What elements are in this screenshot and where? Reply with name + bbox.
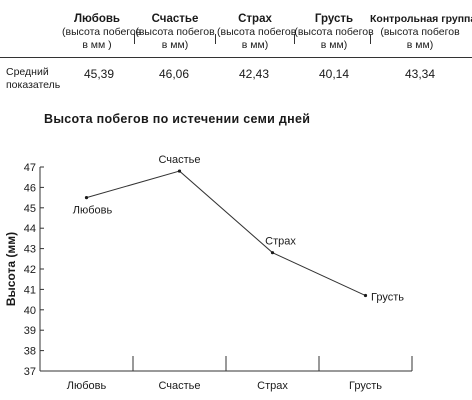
column-header-control-group: Контрольная группа (высота побегов в мм) [370,12,472,51]
y-tick-label: 39 [24,325,36,337]
value-sadness: 40,14 [318,67,350,81]
column-unit: (высота побегов [135,26,215,38]
y-tick-label: 40 [24,305,36,317]
column-title: Страх [238,13,272,25]
column-title: Счастье [151,13,199,25]
column-title: Контрольная группа [370,13,472,25]
y-axis-label: Высота (мм) [4,232,18,306]
data-point-label: Любовь [73,205,113,217]
column-unit: в мм) [406,38,434,51]
column-unit: в мм) [241,38,269,51]
y-tick-label: 38 [24,346,36,358]
data-point [270,251,275,255]
column-separator [215,34,216,44]
y-tick-label: 42 [24,264,36,276]
data-point-label: Страх [265,236,296,248]
column-separator [294,34,295,44]
row-label-text: показатель [6,79,61,91]
column-header-love: Любовь (высота побегов в мм ) [62,12,142,51]
data-point [363,293,368,298]
data-point-label: Счастье [158,154,200,166]
y-tick-label: 41 [24,284,36,296]
series-line [86,170,366,296]
column-unit: (высота побегов [62,26,142,38]
column-unit: (высота побегов [294,26,374,38]
column-unit: в мм) [320,38,348,51]
column-unit: в мм) [161,38,189,51]
y-tick-label: 45 [24,203,36,215]
row-label-text: Средний [6,66,49,78]
value-happiness: 46,06 [158,67,190,81]
y-tick-label: 47 [24,162,36,174]
column-title: Грусть [314,13,354,25]
chart-title: Высота побегов по истечении семи дней [44,112,311,126]
data-point [177,169,182,173]
column-header-sadness: Грусть (высота побегов в мм) [294,12,374,51]
value-control-group: 43,34 [404,67,436,81]
data-point [84,196,89,200]
column-unit: (высота побегов [380,26,460,38]
column-separator [370,34,371,44]
x-tick-label: Грусть [349,380,382,392]
y-tick-label: 37 [24,366,36,378]
y-tick-label: 46 [24,182,36,194]
row-label-average: Средний показатель [6,66,60,92]
x-tick-label: Счастье [158,380,200,392]
data-point-label: Грусть [371,292,404,304]
column-header-fear: Страх (высота побегов в мм) [217,12,297,51]
column-title: Любовь [73,13,120,25]
column-unit: (высота побегов [217,26,297,38]
data-table: Любовь (высота побегов в мм ) Счастье (в… [0,0,472,100]
value-love: 45,39 [83,67,115,81]
value-fear: 42,43 [238,67,270,81]
column-separator [134,34,135,44]
x-tick-label: Страх [257,380,288,392]
y-tick-label: 43 [24,244,36,256]
x-tick-label: Любовь [67,380,107,392]
column-unit: в мм ) [82,38,112,51]
column-header-happiness: Счастье (высота побегов в мм) [135,12,215,51]
y-tick-label: 44 [24,223,36,235]
table-divider [0,57,472,58]
